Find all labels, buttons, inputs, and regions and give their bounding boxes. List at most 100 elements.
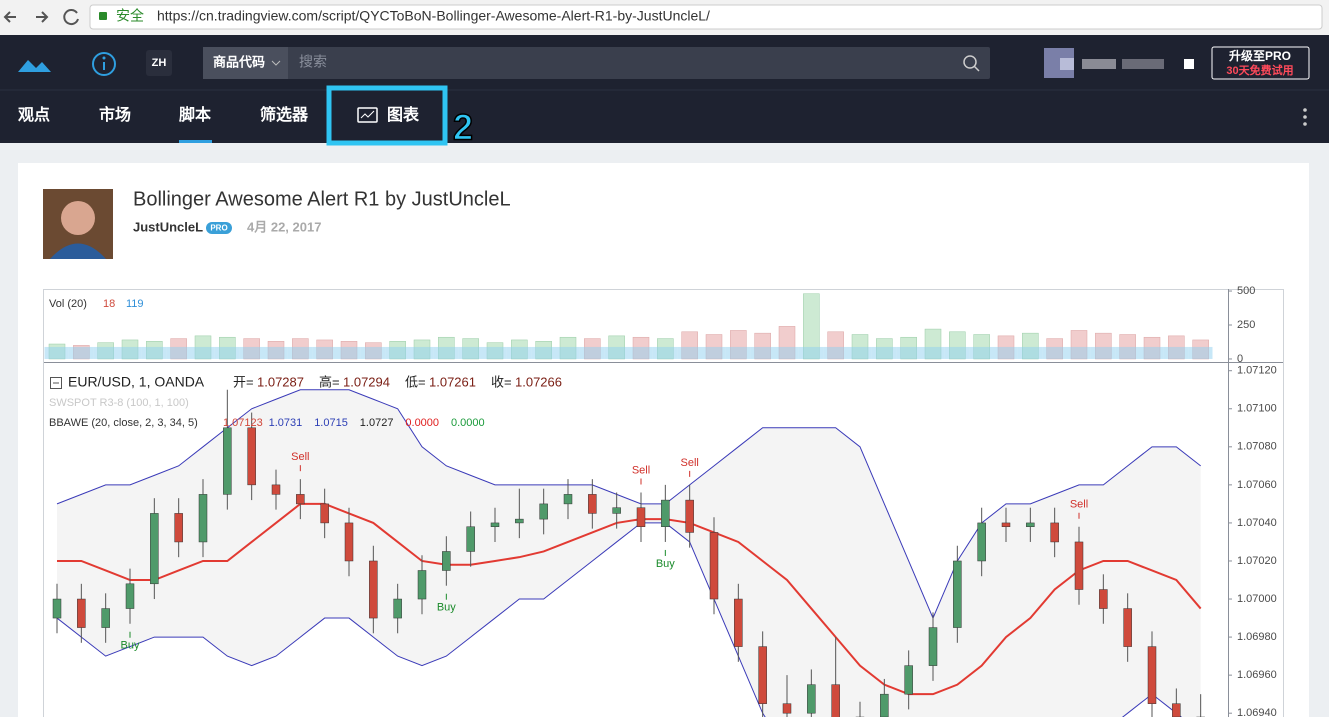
ohlc-label: 低= bbox=[405, 374, 426, 389]
candle-body bbox=[1026, 522, 1035, 527]
candle-body bbox=[223, 427, 232, 495]
volume-ma bbox=[555, 346, 580, 359]
indicator-value: 0.0000 bbox=[451, 417, 485, 429]
volume-ma bbox=[506, 346, 532, 359]
candle-body bbox=[1050, 522, 1059, 543]
search-box[interactable] bbox=[203, 47, 990, 79]
candle-body bbox=[466, 526, 475, 552]
logo[interactable] bbox=[18, 60, 51, 72]
menu-item[interactable]: 脚本 bbox=[179, 105, 211, 124]
publish-date: 4月 22, 2017 bbox=[247, 219, 321, 234]
info-icon-bar bbox=[103, 62, 105, 70]
candle-body bbox=[904, 665, 913, 695]
volume-ma bbox=[1115, 346, 1140, 359]
y-tick-label: 1.07060 bbox=[1237, 479, 1277, 491]
volume-ma bbox=[409, 346, 434, 359]
volume-ma bbox=[725, 346, 751, 359]
ohlc-label: 开= bbox=[233, 374, 254, 389]
sell-signal: Sell bbox=[680, 457, 698, 469]
y-tick-label: 1.07100 bbox=[1237, 403, 1277, 415]
price-pane: BuyBuyBuyBuySellSellSellSell bbox=[52, 389, 1205, 717]
candle-body bbox=[344, 522, 354, 562]
volume-ma bbox=[44, 346, 69, 359]
candle-body bbox=[125, 583, 135, 609]
forward-button[interactable] bbox=[36, 11, 49, 23]
upgrade-button[interactable] bbox=[1211, 46, 1310, 80]
candle-body bbox=[1099, 589, 1108, 609]
candle-body bbox=[977, 522, 986, 562]
candle-body bbox=[1123, 608, 1132, 647]
more-menu[interactable] bbox=[1303, 108, 1307, 112]
avatar-face bbox=[61, 201, 95, 235]
volume-ma bbox=[750, 346, 775, 359]
candle-body bbox=[296, 494, 305, 505]
candle-body bbox=[539, 503, 548, 520]
band-fill bbox=[57, 389, 1201, 717]
volume-ma bbox=[677, 346, 702, 359]
volume-ma bbox=[287, 346, 313, 359]
search-icon[interactable] bbox=[963, 55, 977, 69]
address-bar[interactable] bbox=[89, 4, 1323, 30]
volume-ma bbox=[871, 346, 897, 359]
candle-body bbox=[393, 598, 402, 619]
legend: EUR/USD, 1, OANDA 开= 1.07287 高= 1.07294 … bbox=[49, 374, 562, 429]
candle-body bbox=[1001, 522, 1011, 527]
volume-ma bbox=[214, 346, 240, 359]
candle-body bbox=[417, 570, 427, 600]
candle-body bbox=[174, 513, 183, 543]
sell-signal: Sell bbox=[1070, 499, 1088, 511]
volume-ma bbox=[993, 346, 1018, 359]
step-number: 2 bbox=[453, 107, 473, 148]
candle-body bbox=[782, 703, 792, 714]
volume-ma bbox=[1163, 346, 1189, 359]
candle-body bbox=[52, 598, 62, 619]
volume-ma bbox=[920, 346, 945, 359]
security-label: 安全 bbox=[116, 8, 144, 24]
menu-item[interactable]: 市场 bbox=[99, 105, 131, 124]
volume-ma bbox=[141, 346, 167, 359]
volume-ma bbox=[312, 346, 337, 359]
language-button[interactable] bbox=[146, 50, 172, 76]
notification-square bbox=[1184, 59, 1194, 69]
axes: 1.07120 1.07100 1.07080 1.07060 1.07040 1.070… bbox=[1228, 285, 1277, 717]
candle-body bbox=[928, 627, 938, 666]
volume-ma bbox=[847, 346, 872, 359]
indicator-value: 1.0731 bbox=[269, 417, 303, 429]
volume-ma bbox=[385, 346, 410, 359]
author[interactable]: JustUncleL bbox=[133, 219, 203, 234]
reload-button[interactable] bbox=[63, 9, 79, 26]
volume-ma bbox=[1066, 346, 1091, 359]
candle-body bbox=[734, 598, 743, 647]
language: ZH bbox=[152, 57, 167, 69]
volume-ma bbox=[774, 346, 799, 359]
volume-tick-label: 500 bbox=[1237, 285, 1255, 297]
y-tick-label: 1.06960 bbox=[1237, 669, 1277, 681]
candle-body bbox=[1147, 646, 1157, 704]
candle-body bbox=[612, 507, 621, 514]
candle-body bbox=[588, 494, 597, 514]
candle-body bbox=[198, 494, 208, 543]
menu-item[interactable]: 图表 bbox=[387, 105, 420, 124]
menu-item[interactable]: 筛选器 bbox=[260, 105, 309, 124]
indicator-value: 1.0715 bbox=[314, 417, 348, 429]
volume-ma bbox=[93, 346, 118, 359]
lower-band bbox=[56, 522, 1183, 717]
candle-body bbox=[1172, 703, 1181, 717]
trial-label: 30天免费试用 bbox=[1226, 63, 1293, 77]
buy-signal: Buy bbox=[437, 602, 456, 614]
back-button[interactable] bbox=[3, 11, 16, 23]
volume-ma bbox=[823, 346, 848, 359]
more-menu-dot bbox=[1303, 115, 1307, 119]
chart-icon-line bbox=[360, 110, 375, 119]
candle-body bbox=[709, 532, 719, 600]
candle-body bbox=[661, 499, 670, 527]
ohlc-value: 1.07287 bbox=[257, 374, 304, 389]
info-icon[interactable] bbox=[92, 52, 116, 76]
menu-item[interactable]: 观点 bbox=[18, 105, 50, 124]
lock-icon bbox=[99, 12, 107, 20]
volume-ma bbox=[579, 346, 605, 359]
candle-body bbox=[831, 684, 840, 717]
volume-ma bbox=[1090, 346, 1116, 359]
